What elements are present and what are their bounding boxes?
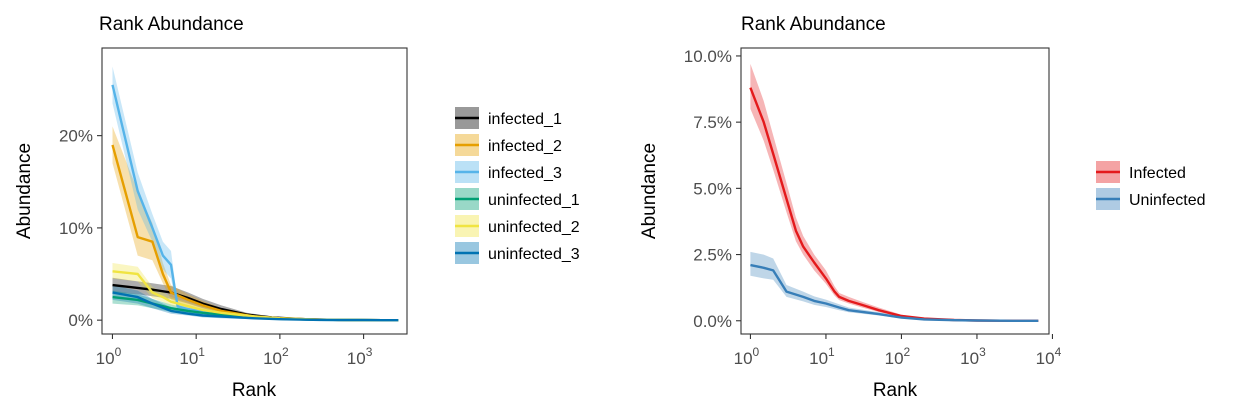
series-band-infected-3 bbox=[112, 66, 399, 321]
y-tick-label: 10.0% bbox=[684, 47, 732, 66]
right-chart: Rank Abundance 100 101 102 103 104 0.0% 2.5% 5… bbox=[639, 14, 1206, 401]
x-tick-label: 102 bbox=[885, 345, 911, 368]
right-legend: Infected Uninfected bbox=[1096, 161, 1206, 210]
left-plot-frame bbox=[101, 47, 408, 335]
left-chart-title: Rank Abundance bbox=[99, 14, 244, 35]
legend-label: Uninfected bbox=[1129, 192, 1206, 209]
series-line-uninfected-3 bbox=[112, 291, 399, 322]
legend-item-infected-2: infected_2 bbox=[455, 134, 562, 156]
legend-item-uninfected-2: uninfected_2 bbox=[455, 215, 580, 237]
x-tick-label: 104 bbox=[1036, 345, 1062, 368]
right-y-axis-label: Abundance bbox=[639, 143, 660, 239]
series-band-uninfected bbox=[750, 251, 1039, 321]
legend-label: uninfected_3 bbox=[488, 246, 580, 263]
y-tick-label: 20% bbox=[59, 127, 93, 146]
legend-item-infected-3: infected_3 bbox=[455, 161, 562, 183]
left-x-axis-label: Rank bbox=[232, 380, 277, 401]
legend-label: infected_1 bbox=[488, 111, 562, 128]
legend-item-infected: Infected bbox=[1096, 161, 1186, 183]
right-chart-title: Rank Abundance bbox=[741, 14, 886, 35]
y-tick-label: 7.5% bbox=[693, 113, 732, 132]
x-tick-label: 103 bbox=[347, 345, 373, 368]
y-tick-label: 0.0% bbox=[693, 312, 732, 331]
left-legend: infected_1 infected_2 infected_3 uninfected… bbox=[455, 107, 580, 264]
x-tick-label: 100 bbox=[96, 345, 122, 368]
y-tick-label: 2.5% bbox=[693, 246, 732, 265]
legend-label: Infected bbox=[1129, 165, 1186, 182]
series-line-uninfected bbox=[750, 263, 1039, 322]
legend-label: infected_2 bbox=[488, 138, 562, 155]
x-tick-label: 101 bbox=[809, 345, 835, 368]
legend-label: infected_3 bbox=[488, 165, 562, 182]
left-y-axis-label: Abundance bbox=[14, 143, 35, 239]
legend-item-uninfected-3: uninfected_3 bbox=[455, 242, 580, 264]
y-tick-label: 0% bbox=[68, 311, 93, 330]
right-plot-frame bbox=[740, 47, 1050, 335]
x-tick-label: 103 bbox=[960, 345, 986, 368]
legend-item-uninfected: Uninfected bbox=[1096, 188, 1206, 210]
x-tick-label: 100 bbox=[734, 345, 760, 368]
y-tick-label: 5.0% bbox=[693, 179, 732, 198]
x-tick-label: 101 bbox=[179, 345, 205, 368]
legend-item-infected-1: infected_1 bbox=[455, 107, 562, 129]
series-band-infected-1 bbox=[112, 277, 399, 321]
x-tick-label: 102 bbox=[263, 345, 289, 368]
series-line-infected bbox=[749, 87, 1039, 322]
left-chart: Rank Abundance 100 101 102 103 0% 10% 20% Ran… bbox=[14, 14, 580, 401]
legend-label: uninfected_1 bbox=[488, 192, 580, 209]
right-x-axis-label: Rank bbox=[873, 380, 918, 401]
y-tick-label: 10% bbox=[59, 219, 93, 238]
series-band-uninfected-2 bbox=[112, 263, 399, 321]
series-band-infected bbox=[750, 63, 1039, 321]
legend-item-uninfected-1: uninfected_1 bbox=[455, 188, 580, 210]
legend-label: uninfected_2 bbox=[488, 219, 580, 236]
